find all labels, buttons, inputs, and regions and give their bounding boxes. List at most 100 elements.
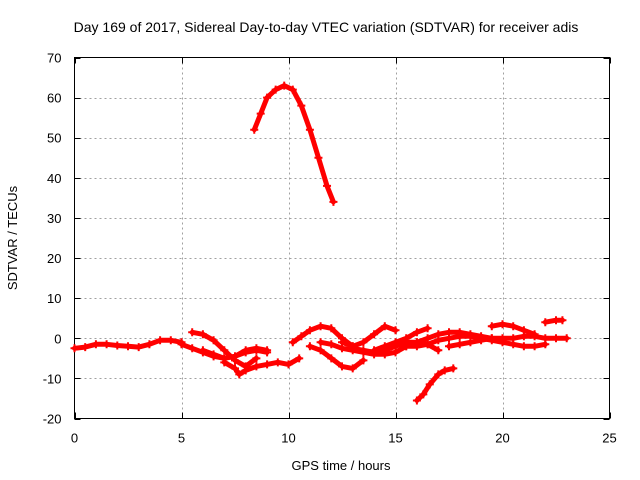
y-tick-label: -10 bbox=[43, 371, 62, 386]
data-point bbox=[412, 396, 421, 405]
data-point bbox=[316, 322, 325, 331]
data-point bbox=[327, 354, 336, 363]
data-point bbox=[177, 340, 186, 349]
data-point bbox=[297, 332, 306, 341]
data-point bbox=[288, 85, 297, 94]
data-point bbox=[145, 340, 154, 349]
data-point bbox=[359, 356, 368, 365]
y-tick-label: 70 bbox=[47, 51, 61, 66]
data-point bbox=[91, 340, 100, 349]
data-point bbox=[188, 328, 197, 337]
x-tick-label: 0 bbox=[71, 431, 78, 446]
data-point bbox=[359, 346, 368, 355]
data-point bbox=[541, 318, 550, 327]
data-point bbox=[423, 324, 432, 333]
y-tick-label: -20 bbox=[43, 412, 62, 427]
data-point bbox=[477, 336, 486, 345]
data-point bbox=[314, 153, 323, 162]
series-arc-18 bbox=[541, 316, 567, 327]
data-point bbox=[487, 334, 496, 343]
x-axis-label: GPS time / hours bbox=[292, 458, 391, 473]
data-point bbox=[440, 366, 449, 375]
y-axis-label: SDTVAR / TECUs bbox=[5, 185, 20, 290]
x-tick-label: 20 bbox=[495, 431, 509, 446]
data-point bbox=[280, 81, 289, 90]
data-point bbox=[231, 364, 239, 373]
data-point bbox=[445, 328, 453, 337]
data-point bbox=[263, 346, 272, 355]
data-point bbox=[113, 341, 122, 350]
data-point bbox=[220, 346, 229, 355]
data-point bbox=[380, 342, 389, 351]
data-point bbox=[305, 125, 314, 134]
data-series bbox=[70, 81, 571, 405]
data-point bbox=[252, 354, 261, 363]
data-point bbox=[552, 334, 560, 343]
data-point bbox=[305, 342, 314, 351]
series-arc-4 bbox=[198, 344, 272, 363]
plot-frame bbox=[74, 57, 610, 419]
data-point bbox=[188, 344, 197, 353]
data-point bbox=[519, 326, 528, 335]
data-point bbox=[498, 334, 507, 343]
data-point bbox=[250, 125, 259, 134]
series-arc-17 bbox=[487, 320, 539, 339]
data-point bbox=[102, 340, 111, 349]
data-point bbox=[466, 338, 475, 347]
data-point bbox=[209, 336, 218, 345]
y-tick-label: 30 bbox=[47, 211, 61, 226]
data-point bbox=[316, 338, 325, 347]
data-point bbox=[124, 342, 132, 351]
series-arc-8 bbox=[305, 342, 368, 373]
data-point bbox=[359, 338, 368, 347]
data-point bbox=[445, 342, 453, 351]
data-point bbox=[252, 362, 261, 371]
data-point bbox=[316, 346, 325, 355]
y-tick-label: 20 bbox=[47, 251, 61, 266]
data-point bbox=[348, 344, 357, 353]
x-tick-label: 10 bbox=[281, 431, 295, 446]
data-point bbox=[391, 340, 400, 349]
data-point bbox=[425, 380, 434, 389]
data-point bbox=[70, 344, 79, 353]
x-tick-label: 15 bbox=[388, 431, 402, 446]
data-point bbox=[166, 336, 175, 345]
y-tick-label: 50 bbox=[47, 131, 61, 146]
data-point bbox=[297, 101, 306, 110]
data-point bbox=[271, 85, 280, 94]
data-point bbox=[402, 342, 411, 351]
data-point bbox=[487, 322, 496, 331]
data-point bbox=[327, 324, 336, 333]
data-point bbox=[156, 336, 165, 345]
axis-ticks: 0 5 10 15 20 25 -20 -10 0 10 20 30 40 50 60 70 bbox=[43, 51, 617, 446]
data-point bbox=[498, 320, 507, 329]
data-point bbox=[370, 330, 379, 339]
data-point bbox=[402, 334, 411, 343]
data-point bbox=[273, 358, 282, 367]
data-point bbox=[455, 328, 464, 337]
series-arc-5 bbox=[220, 354, 304, 379]
data-point bbox=[198, 346, 207, 355]
data-point bbox=[327, 340, 336, 349]
data-point bbox=[530, 330, 539, 339]
data-point bbox=[338, 362, 346, 371]
series-arc-15 bbox=[412, 364, 458, 405]
data-point bbox=[209, 350, 218, 359]
data-point bbox=[370, 346, 379, 355]
data-point bbox=[509, 334, 518, 343]
data-point bbox=[231, 352, 239, 361]
data-point bbox=[348, 364, 357, 373]
data-point bbox=[81, 343, 90, 352]
data-point bbox=[241, 346, 250, 355]
data-point bbox=[235, 370, 244, 379]
series-arc-6 bbox=[250, 81, 338, 206]
data-point bbox=[252, 344, 261, 353]
y-tick-label: 10 bbox=[47, 291, 61, 306]
data-point bbox=[419, 390, 428, 399]
data-point bbox=[455, 340, 464, 349]
data-point bbox=[466, 330, 475, 339]
y-tick-label: 40 bbox=[47, 171, 61, 186]
data-point bbox=[541, 334, 550, 343]
data-point bbox=[558, 316, 567, 325]
